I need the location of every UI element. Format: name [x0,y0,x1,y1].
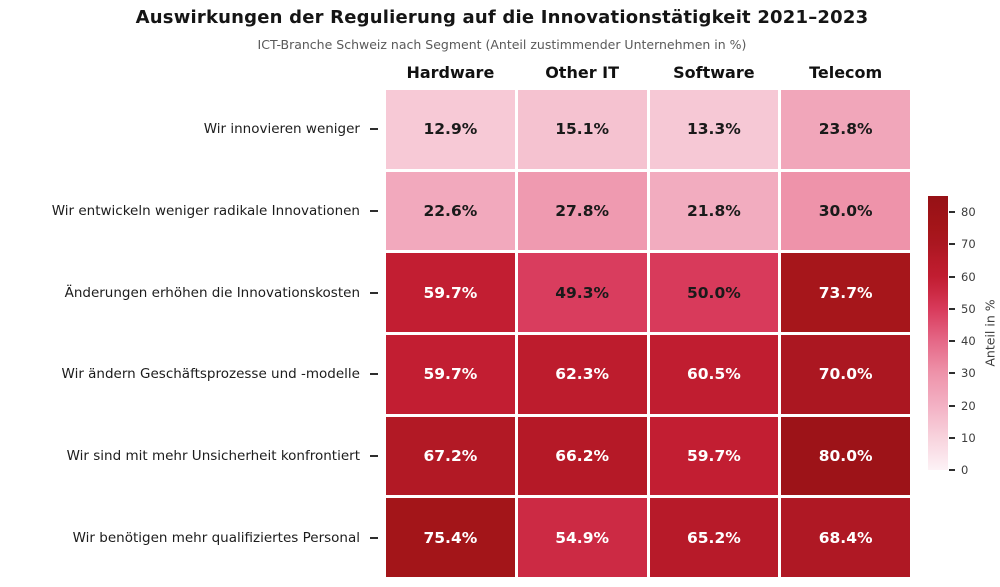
colorbar-tick-label: 70 [961,237,976,252]
heatmap-cell-r5-c4: 80.0% [781,416,910,496]
row-label-text: Wir entwickeln weniger radikale Innovati… [51,202,360,219]
row-label-5: Wir sind mit mehr Unsicherheit konfronti… [0,417,378,496]
y-axis-tick [370,291,378,294]
column-header-3: Software [673,63,755,82]
heatmap-cell-r1-c2: 15.1% [517,90,647,169]
heatmap-cell-r5-c3: 59.7% [649,416,779,496]
heatmap-cell-r1-c1: 12.9% [386,90,515,169]
heatmap-cell-r3-c1: 59.7% [386,253,515,332]
row-label-1: Wir innovieren weniger [0,90,378,169]
column-header-1: Hardware [406,63,495,82]
column-header-4: Telecom [809,63,883,82]
colorbar-tick-label: 80 [961,205,976,220]
row-label-6: Wir benötigen mehr qualifiziertes Person… [0,498,378,577]
column-header-2: Other IT [545,63,620,82]
colorbar-gradient [928,196,948,470]
row-labels: Wir innovieren weniger Wir entwickeln wen… [0,90,378,577]
colorbar-tick-label: 50 [961,301,976,316]
chart-subtitle: ICT-Branche Schweiz nach Segment (Anteil… [257,37,747,52]
heatmap-cell-r6-c1: 75.4% [386,498,515,577]
heatmap-cell-r4-c1: 59.7% [386,334,515,414]
colorbar-tick-label: 40 [961,334,976,349]
row-label-text: Wir sind mit mehr Unsicherheit konfronti… [66,447,360,464]
colorbar-tick-mark [949,275,955,278]
heatmap-cell-r4-c4: 70.0% [781,334,910,414]
colorbar-tick-mark [949,404,955,407]
heatmap-cell-r2-c4: 30.0% [781,171,910,251]
row-label-2: Wir entwickeln weniger radikale Innovati… [0,172,378,251]
heatmap-cell-r1-c3: 13.3% [649,90,779,169]
heatmap-cell-r3-c3: 50.0% [649,253,779,332]
colorbar-tick-mark [949,340,955,343]
colorbar-tick-mark [949,307,955,310]
heatmap-cell-r6-c4: 68.4% [781,498,910,577]
colorbar-tick-label: 60 [961,269,976,284]
heatmap-cell-r6-c3: 65.2% [649,498,779,577]
heatmap-grid: 12.9% 15.1% 13.3% 23.8% 22.6% 27.8% 21.8% 30.0%… [386,90,910,577]
row-label-text: Änderungen erhöhen die Innovationskosten [64,284,360,301]
y-axis-tick [370,454,378,457]
heatmap-cell-r6-c2: 54.9% [517,498,647,577]
heatmap-cell-r3-c2: 49.3% [517,253,647,332]
y-axis-tick [370,373,378,376]
heatmap-cell-r1-c4: 23.8% [781,90,910,169]
y-axis-tick [370,128,378,131]
heatmap-cell-r4-c2: 62.3% [517,334,647,414]
colorbar-tick-label: 30 [961,366,976,381]
colorbar-tick-label: 10 [961,430,976,445]
column-headers: Hardware Other IT Software Telecom [386,58,910,86]
colorbar-tick-mark [949,211,955,214]
row-label-3: Änderungen erhöhen die Innovationskosten [0,253,378,332]
heatmap-cell-r5-c2: 66.2% [517,416,647,496]
heatmap-cell-r5-c1: 67.2% [386,416,515,496]
colorbar: 0 10 20 30 40 50 60 70 80 Anteil in % [928,196,1000,477]
row-label-text: Wir ändern Geschäftsprozesse und -modell… [61,366,360,383]
heatmap-cell-r2-c3: 21.8% [649,171,779,251]
y-axis-tick [370,536,378,539]
heatmap-cell-r4-c3: 60.5% [649,334,779,414]
chart-title: Auswirkungen der Regulierung auf die Inn… [135,7,869,28]
y-axis-tick [370,209,378,212]
colorbar-tick-mark [949,436,955,439]
colorbar-tick-mark [949,372,955,375]
row-label-text: Wir benötigen mehr qualifiziertes Person… [72,529,360,546]
colorbar-tick-mark [949,469,955,471]
row-label-4: Wir ändern Geschäftsprozesse und -modell… [0,335,378,414]
row-label-text: Wir innovieren weniger [203,121,360,138]
colorbar-tick-label: 20 [961,398,976,413]
colorbar-tick-label: 0 [961,463,969,477]
heatmap-cell-r2-c2: 27.8% [517,171,647,251]
heatmap-cell-r2-c1: 22.6% [386,171,515,251]
colorbar-tick-mark [949,243,955,246]
colorbar-label: Anteil in % [982,299,998,367]
heatmap-cell-r3-c4: 73.7% [781,253,910,332]
